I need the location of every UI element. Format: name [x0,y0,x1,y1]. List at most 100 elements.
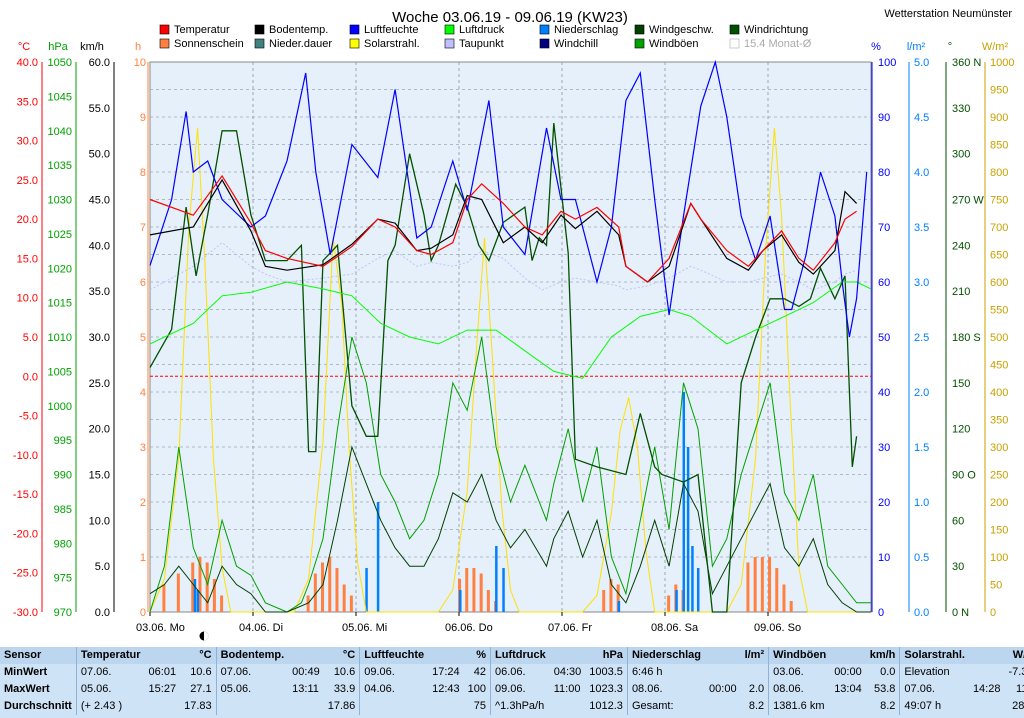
stat-cell: 06.06. [490,664,550,681]
legend-label: Windchill [554,38,598,50]
temp-tick-label: -20.0 [13,528,38,540]
stat-cell: (+ 2.43 ) [75,698,145,715]
pressure-tick-label: 1030 [48,195,72,207]
direction-tick-label: 0 N [952,607,969,619]
rain-bar [376,502,380,612]
wind-tick-label: 15.0 [89,470,110,482]
day-label: 09.06. So [754,622,801,634]
stat-cell: 11:00 [553,683,581,695]
temp-tick-label: 10.0 [17,293,38,305]
rain-bar [675,590,678,612]
legend-label: Nieder.dauer [269,38,332,50]
stat-cell: 6:46 h [626,664,706,681]
stat-cell: 0.0 [880,666,896,678]
unit-wind: km/h [80,41,104,53]
stat-cell: 09.06. [359,664,429,681]
stat-cell: 42 [473,666,487,678]
direction-tick-label: 360 N [952,57,981,69]
day-label: 04.06. Di [239,622,283,634]
solar-tick-label: 900 [990,112,1008,124]
day-label: 08.06. Sa [651,622,699,634]
stat-cell: 06:01 [148,666,177,678]
rain-tick-label: 2.0 [914,387,929,399]
series-line-luftfeuchte [149,59,868,338]
stat-cell: -7.356 [1008,666,1024,678]
humidity-tick-label: 90 [878,112,890,124]
sunshine-bar [306,595,310,612]
stat-cell [359,698,429,715]
direction-tick-label: 30 [952,561,964,573]
statistics-table: Sensor Temperatur °C Bodentemp. °C Luftfeu… [0,647,1024,715]
stat-cell: 75 [473,700,487,712]
legend-label: Windgeschw. [649,24,714,36]
day-label: 07.06. Fr [548,622,592,634]
legend-label: Luftfeuchte [364,24,418,36]
rain-tick-label: 5.0 [914,57,929,69]
stat-cell: 05.06. [75,681,145,698]
direction-tick-label: 240 [952,240,970,252]
stat-cell: 09.06. [490,681,550,698]
stat-cell [705,664,741,681]
stat-cell: 07.06. [75,664,145,681]
stat-col-unit: °C [180,647,217,664]
stat-col-name: Luftdruck [490,647,550,664]
sun-tick-label: 10 [134,57,146,69]
sunshine-bar [775,568,779,612]
axes-layer: 03.06. Mo 04.06. Di 05.06. Mi 06.06. Do 07.0… [13,57,1015,634]
stat-cell: 08.06. [626,681,706,698]
stat-col-name: Temperatur [75,647,145,664]
pressure-tick-label: 1010 [48,332,72,344]
sunshine-bar [760,557,764,612]
stat-col-unit: km/h [865,647,900,664]
legend: Temperatur Sonnenschein Bodentemp. Nieder.d… [159,24,812,50]
sunshine-bar [753,557,757,612]
pressure-tick-label: 1050 [48,57,72,69]
solar-tick-label: 150 [990,525,1008,537]
legend-swatch [634,38,645,49]
chart-title: Woche 03.06.19 - 09.06.19 (KW23) [392,9,628,26]
direction-tick-label: 90 O [952,470,976,482]
sunshine-bar [479,573,483,612]
legend-swatch [349,24,360,35]
stat-cell: 33.9 [333,683,356,695]
direction-tick-label: 300 [952,149,970,161]
stat-cell [741,664,769,681]
solar-tick-label: 200 [990,497,1008,509]
unit-rain: l/m² [907,41,926,53]
stat-cell: 8.2 [748,700,765,712]
sunshine-bar [176,573,180,612]
humidity-tick-label: 20 [878,497,890,509]
solar-tick-label: 550 [990,305,1008,317]
wind-tick-label: 5.0 [95,561,110,573]
series-line-solarstrahl [149,127,871,613]
legend-swatch [539,38,550,49]
stat-cell [969,664,1005,681]
series-line-windrichtung [149,123,858,613]
sun-tick-label: 8 [140,167,146,179]
stat-col-name: Solarstrahl. [899,647,969,664]
series-line-windben [149,336,871,613]
stat-cell: 13:11 [292,683,319,695]
stat-cell: 14:28 [972,683,1001,695]
pressure-tick-label: 1035 [48,160,72,172]
stat-cell: 13:04 [834,683,862,695]
sunshine-bar [205,562,209,612]
rain-bar [495,546,498,612]
stat-cell: 00:49 [292,666,320,678]
legend-swatch [444,24,455,35]
legend-label: Windrichtung [744,24,808,36]
direction-tick-label: 180 S [952,332,981,344]
stat-cell [550,698,586,715]
sun-tick-label: 7 [140,222,146,234]
temp-tick-label: 40.0 [17,57,38,69]
rain-bar [696,568,700,612]
sun-tick-label: 6 [140,277,146,289]
legend-label: Bodentemp. [269,24,328,36]
stat-cell [830,698,866,715]
stat-col-name: Luftfeuchte [359,647,429,664]
direction-tick-label: 120 [952,424,970,436]
temp-tick-label: -30.0 [13,607,38,619]
humidity-tick-label: 100 [878,57,896,69]
legend-swatch [539,24,550,35]
rain-tick-label: 0.5 [914,552,929,564]
